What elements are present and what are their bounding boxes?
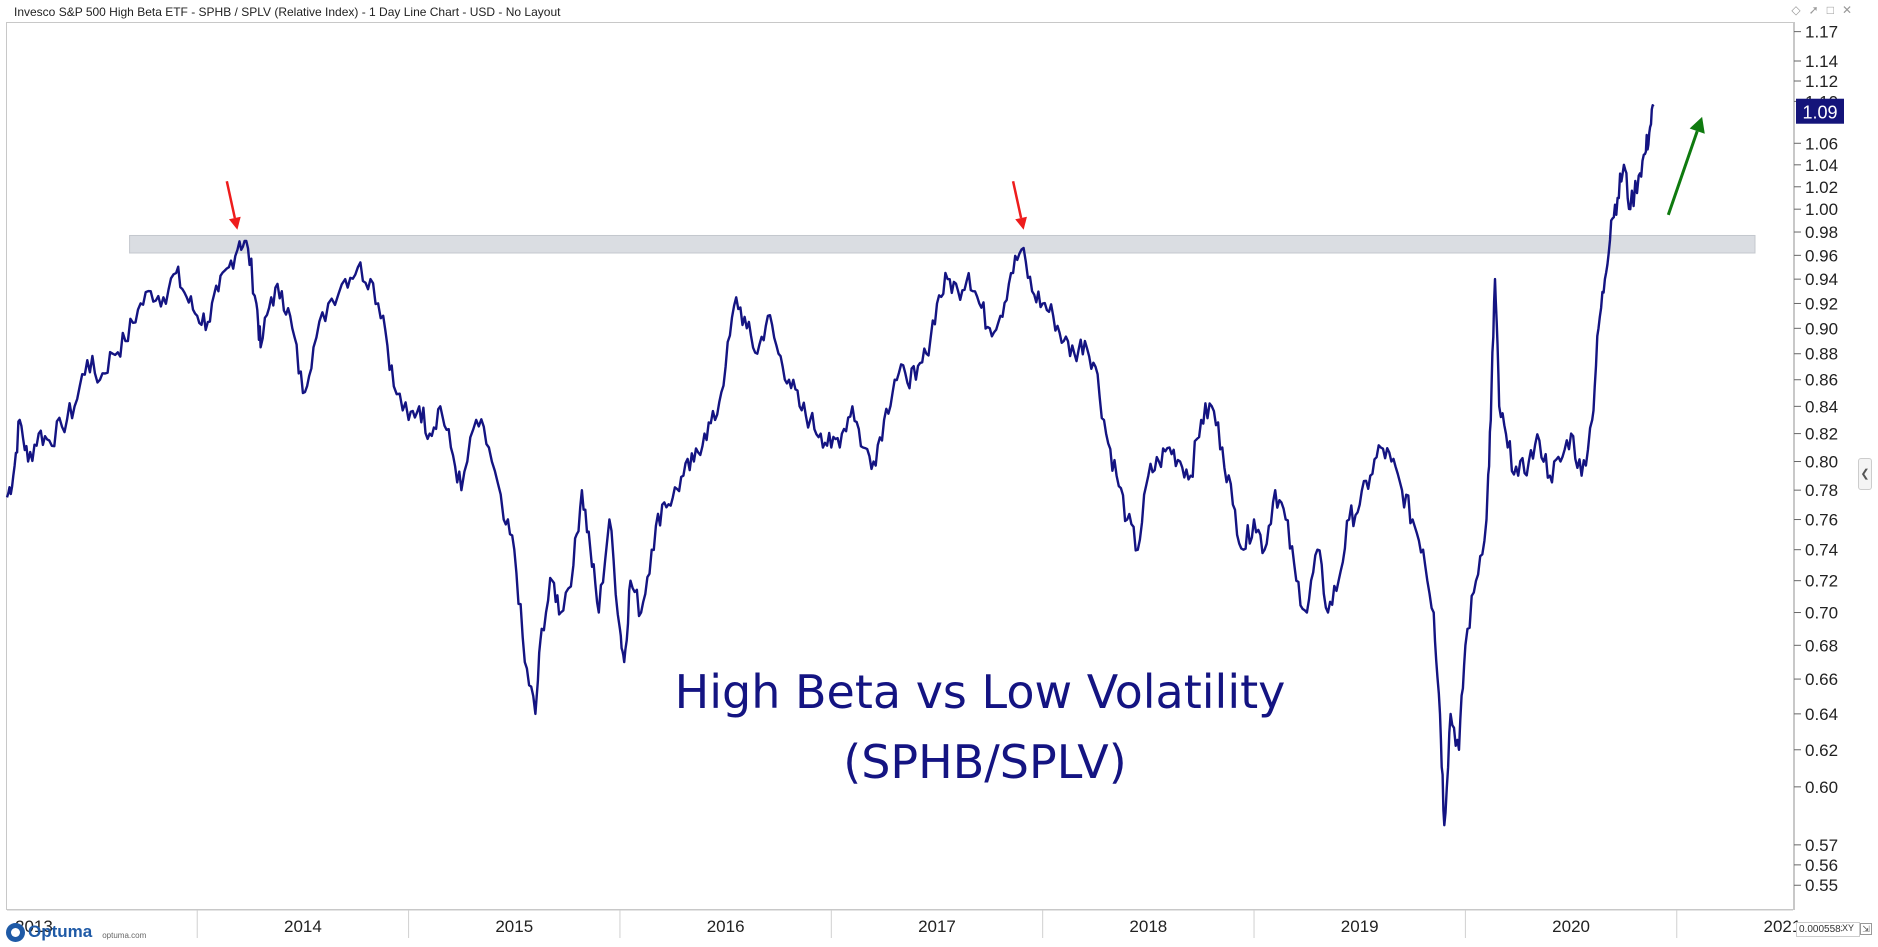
x-tick-label: 2020 bbox=[1552, 917, 1590, 936]
y-tick-label: 0.74 bbox=[1805, 541, 1838, 560]
y-tick-label: 1.00 bbox=[1805, 200, 1838, 219]
y-tick-label: 0.55 bbox=[1805, 876, 1838, 895]
up-arrow-2020-shaft bbox=[1666, 130, 1699, 216]
pin-icon[interactable]: ➚ bbox=[1808, 3, 1827, 17]
y-tick-label: 0.90 bbox=[1805, 319, 1838, 338]
y-tick-label: 0.92 bbox=[1805, 294, 1838, 313]
y-tick-label: 0.57 bbox=[1805, 836, 1838, 855]
y-tick-label: 0.72 bbox=[1805, 572, 1838, 591]
last-value-badge bbox=[1796, 98, 1844, 124]
x-axis: 2013201420152016201720182019202020212022 bbox=[7, 909, 1802, 938]
y-tick-label: 1.02 bbox=[1805, 178, 1838, 197]
y-tick-label: 1.06 bbox=[1805, 134, 1838, 153]
y-tick-label: 0.64 bbox=[1805, 705, 1838, 724]
annotation-line-2: (SPHB/SPLV) bbox=[843, 735, 1126, 789]
down-arrow-2014-head bbox=[228, 216, 241, 230]
y-tick-label: 0.82 bbox=[1805, 425, 1838, 444]
series-layer bbox=[5, 104, 1655, 827]
brand-name: Optuma bbox=[28, 922, 93, 941]
brand-url: optuma.com bbox=[102, 931, 147, 940]
last-value-layer: 1.09 bbox=[1796, 98, 1844, 124]
up-arrow-2020-head bbox=[1689, 116, 1705, 134]
chevron-left-icon: ❮ bbox=[1860, 468, 1870, 480]
x-tick-label: 2018 bbox=[1129, 917, 1167, 936]
y-tick-label: 0.66 bbox=[1805, 670, 1838, 689]
price-axis-separator bbox=[1794, 22, 1795, 910]
x-tick-label: 2021 bbox=[1764, 917, 1802, 936]
y-tick-label: 0.88 bbox=[1805, 345, 1838, 364]
series-line-sphb-splv bbox=[5, 104, 1655, 827]
y-tick-label: 0.86 bbox=[1805, 371, 1838, 390]
x-tick-label: 2014 bbox=[284, 917, 322, 936]
y-tick-label: 1.12 bbox=[1805, 72, 1838, 91]
optuma-logo: Optuma optuma.com bbox=[6, 921, 146, 943]
resistance-band-layer bbox=[129, 234, 1756, 254]
y-tick-label: 0.78 bbox=[1805, 481, 1838, 500]
down-arrow-2014-shaft bbox=[225, 180, 237, 219]
diamond-icon[interactable]: ◇ bbox=[1791, 3, 1809, 17]
y-tick-label: 0.62 bbox=[1805, 741, 1838, 760]
y-tick-label: 0.76 bbox=[1805, 511, 1838, 530]
down-arrow-2018-head bbox=[1015, 216, 1027, 230]
down-arrow-2018-shaft bbox=[1011, 180, 1023, 219]
xy-toggle[interactable]: XY bbox=[1842, 923, 1855, 933]
footer bbox=[0, 910, 1878, 947]
y-tick-label: 0.80 bbox=[1805, 453, 1838, 472]
x-tick-label: 2015 bbox=[495, 917, 533, 936]
x-tick-label: 2016 bbox=[707, 917, 745, 936]
x-tick-label: 2019 bbox=[1341, 917, 1379, 936]
corner-resize-icon[interactable]: ⇲ bbox=[1860, 923, 1872, 935]
window-controls: ◇➚□✕ bbox=[1791, 3, 1860, 17]
y-tick-label: 0.70 bbox=[1805, 604, 1838, 623]
y-tick-label: 1.04 bbox=[1805, 156, 1838, 175]
y-tick-label: 0.60 bbox=[1805, 778, 1838, 797]
y-tick-label: 0.84 bbox=[1805, 397, 1838, 416]
y-tick-label: 1.14 bbox=[1805, 52, 1838, 71]
optuma-logo-icon bbox=[6, 922, 25, 942]
close-icon[interactable]: ✕ bbox=[1841, 3, 1860, 17]
x-tick-label: 2017 bbox=[918, 917, 956, 936]
y-tick-label: 0.98 bbox=[1805, 223, 1838, 242]
chart-header: Invesco S&P 500 High Beta ETF - SPHB / S… bbox=[0, 0, 1878, 22]
maximize-icon[interactable]: □ bbox=[1826, 3, 1842, 17]
y-tick-label: 0.96 bbox=[1805, 246, 1838, 265]
y-tick-label: 0.56 bbox=[1805, 856, 1838, 875]
y-tick-label: 1.17 bbox=[1805, 23, 1838, 42]
annotation-line-1: High Beta vs Low Volatility bbox=[675, 665, 1286, 719]
y-tick-label: 0.68 bbox=[1805, 636, 1838, 655]
y-tick-label: 0.94 bbox=[1805, 270, 1838, 289]
resistance-band bbox=[129, 234, 1756, 254]
chart-title: Invesco S&P 500 High Beta ETF - SPHB / S… bbox=[14, 5, 561, 19]
last-value-label: 1.09 bbox=[1802, 103, 1837, 123]
side-panel-toggle[interactable]: ❮ bbox=[1858, 458, 1872, 490]
y-axis: 0.550.560.57 0.60 0.62 0.64 0.66 0.68 0.70 0.72… bbox=[1794, 23, 1838, 895]
arrow-layer bbox=[225, 116, 1705, 230]
annotation-layer: High Beta vs Low Volatility (SPHB/SPLV) bbox=[675, 665, 1286, 789]
